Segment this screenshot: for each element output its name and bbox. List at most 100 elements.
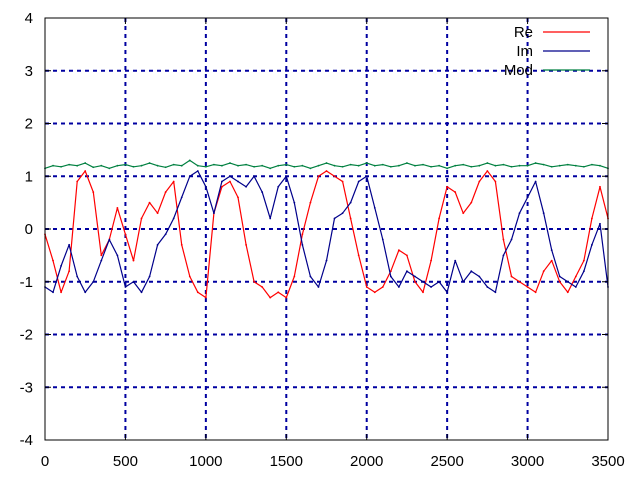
- data-point-re: [52, 259, 54, 262]
- data-point-re: [148, 201, 151, 204]
- data-point-mod: [140, 164, 143, 167]
- data-point-mod: [373, 164, 376, 167]
- data-point-mod: [349, 163, 352, 166]
- x-tick-label: 3500: [591, 453, 624, 470]
- data-point-mod: [237, 164, 239, 167]
- legend: Re Im Mod: [504, 24, 590, 79]
- data-point-im: [582, 270, 585, 273]
- data-point-re: [188, 275, 191, 278]
- data-point-mod: [558, 164, 561, 167]
- data-point-im: [253, 175, 256, 178]
- x-tick-label: 2500: [430, 453, 463, 470]
- data-point-im: [84, 291, 87, 294]
- data-point-mod: [381, 163, 384, 166]
- data-point-mod: [574, 164, 577, 167]
- data-point-mod: [261, 164, 264, 167]
- data-point-re: [293, 275, 296, 278]
- data-point-mod: [478, 164, 481, 167]
- data-point-mod: [229, 162, 231, 164]
- data-point-im: [293, 201, 296, 204]
- legend-label: Mod: [504, 62, 533, 79]
- data-point-mod: [397, 164, 400, 167]
- data-point-mod: [446, 167, 449, 170]
- data-point-im: [76, 275, 79, 278]
- data-point-mod: [213, 163, 215, 166]
- data-point-im: [269, 217, 272, 220]
- data-point-re: [245, 243, 247, 246]
- data-point-re: [397, 249, 400, 252]
- data-point-re: [132, 259, 135, 262]
- data-point-re: [438, 217, 440, 220]
- data-point-mod: [406, 162, 408, 164]
- data-point-mod: [148, 162, 151, 164]
- data-point-im: [373, 207, 376, 209]
- data-point-im: [494, 291, 497, 294]
- data-point-re: [196, 291, 199, 294]
- data-point-mod: [76, 164, 79, 167]
- data-point-re: [518, 280, 521, 283]
- data-point-mod: [317, 164, 320, 167]
- data-point-mod: [414, 164, 416, 167]
- x-tick-label: 3000: [511, 453, 544, 470]
- data-point-im: [116, 254, 119, 257]
- x-tick-label: 2000: [350, 453, 383, 470]
- series-group: [44, 159, 609, 299]
- data-point-mod: [566, 163, 569, 166]
- data-point-im: [510, 238, 513, 241]
- y-tick-label: -3: [20, 379, 33, 396]
- data-point-re: [140, 217, 143, 220]
- data-point-im: [341, 212, 344, 215]
- data-point-re: [502, 238, 505, 241]
- data-point-re: [446, 185, 449, 188]
- data-point-im: [438, 280, 440, 283]
- data-point-mod: [542, 163, 545, 166]
- data-point-mod: [116, 164, 119, 167]
- data-point-im: [285, 175, 288, 178]
- data-point-mod: [438, 164, 440, 167]
- data-point-re: [301, 233, 304, 236]
- data-point-re: [60, 291, 62, 294]
- y-tick-label: -2: [20, 327, 33, 344]
- data-point-im: [245, 185, 247, 188]
- data-point-re: [237, 196, 239, 199]
- data-point-re: [534, 291, 537, 294]
- data-point-re: [462, 212, 465, 215]
- data-point-re: [582, 259, 585, 262]
- data-point-im: [277, 185, 280, 188]
- data-point-im: [188, 175, 191, 178]
- data-point-mod: [221, 164, 223, 167]
- data-point-mod: [245, 163, 247, 166]
- y-tick-label: 3: [25, 63, 33, 80]
- data-point-im: [213, 212, 215, 215]
- data-point-re: [357, 254, 360, 257]
- data-point-im: [221, 180, 223, 183]
- data-point-mod: [309, 167, 312, 170]
- data-point-mod: [389, 165, 392, 168]
- data-point-re: [325, 170, 328, 172]
- data-point-im: [550, 249, 553, 252]
- data-point-mod: [68, 163, 71, 166]
- data-point-mod: [172, 163, 175, 166]
- data-point-re: [406, 254, 408, 257]
- data-point-im: [357, 180, 360, 183]
- data-point-re: [478, 180, 481, 183]
- data-point-im: [486, 286, 489, 288]
- data-point-re: [253, 280, 256, 283]
- data-point-re: [84, 170, 87, 172]
- data-point-mod: [582, 165, 585, 168]
- data-point-re: [373, 291, 376, 294]
- data-point-mod: [180, 164, 183, 167]
- data-point-mod: [365, 162, 368, 164]
- series-mod: [44, 159, 609, 170]
- data-point-re: [92, 191, 95, 193]
- data-point-im: [124, 286, 127, 288]
- data-point-im: [108, 238, 111, 241]
- data-point-mod: [494, 164, 497, 167]
- data-point-mod: [301, 164, 304, 167]
- data-point-im: [180, 196, 183, 199]
- grid: [45, 18, 608, 440]
- data-point-mod: [462, 163, 465, 166]
- data-point-re: [204, 296, 207, 299]
- x-axis-tick-labels: 0 500 1000 1500 2000 2500 3000 3500: [41, 453, 625, 470]
- legend-item-im: Im: [516, 43, 590, 60]
